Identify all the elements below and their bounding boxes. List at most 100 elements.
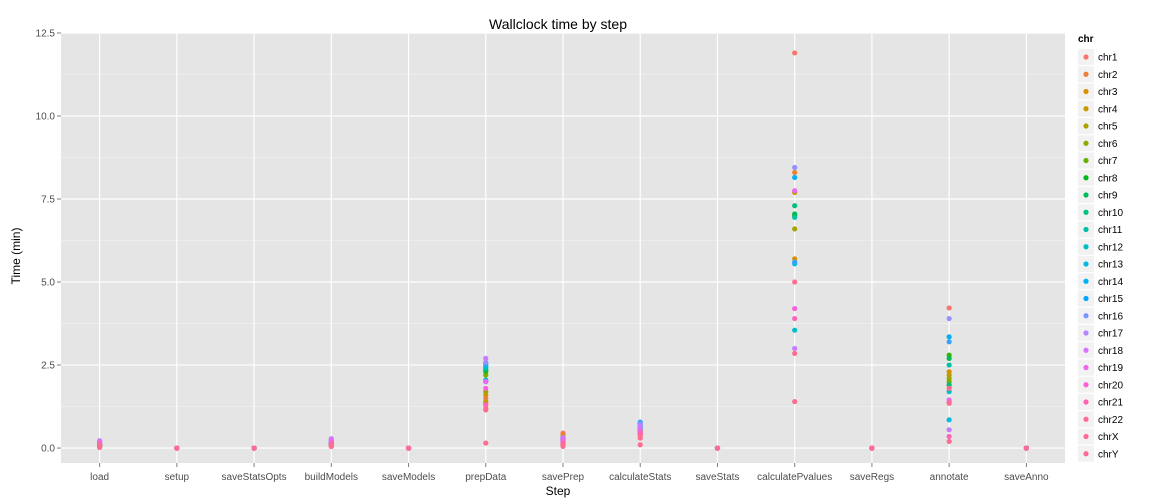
- data-point: [946, 433, 952, 440]
- legend-label: chrY: [1098, 449, 1119, 460]
- data-point: [792, 305, 798, 312]
- data-point: [328, 443, 334, 449]
- legend-label: chr3: [1098, 87, 1118, 98]
- y-tick-label: 5.0: [41, 278, 55, 289]
- x-axis: load setup saveStatsOpts buildModels saveMod…: [90, 463, 1049, 483]
- x-tick-label: prepData: [465, 472, 507, 483]
- data-point: [946, 427, 952, 433]
- legend-label: chr7: [1098, 156, 1118, 167]
- legend-label: chr8: [1098, 173, 1118, 184]
- x-tick-label: saveModels: [382, 472, 435, 483]
- data-point: [946, 339, 952, 345]
- legend-marker: [1083, 261, 1089, 267]
- legend-marker: [1083, 330, 1089, 336]
- legend-label: chr1: [1098, 53, 1118, 64]
- legend-marker: [1083, 244, 1089, 250]
- x-tick-label: annotate: [930, 472, 969, 483]
- data-point: [560, 443, 566, 449]
- data-point: [1023, 445, 1029, 451]
- legend-label: chr5: [1098, 122, 1118, 133]
- data-point: [792, 327, 798, 333]
- data-point: [483, 379, 489, 385]
- chart-title: Wallclock time by step: [489, 16, 627, 32]
- gridlines: [61, 32, 1065, 463]
- y-tick-label: 0.0: [41, 444, 55, 455]
- legend-marker: [1083, 54, 1089, 60]
- data-point: [483, 385, 489, 391]
- x-tick-label: saveAnno: [1004, 472, 1049, 483]
- legend-marker: [1083, 157, 1089, 164]
- data-point: [97, 444, 103, 450]
- legend-marker: [1083, 416, 1089, 422]
- data-point: [792, 203, 798, 209]
- legend-label: chr20: [1098, 380, 1123, 391]
- data-point: [483, 359, 489, 365]
- data-point: [405, 445, 412, 451]
- legend-marker: [1083, 313, 1089, 319]
- legend-label: chrX: [1098, 432, 1119, 443]
- legend: chr chr1 chr2 chr3 chr4 chr5 chr6 chr7 chr8 chr9…: [1078, 34, 1123, 462]
- legend-label: chr17: [1098, 329, 1123, 340]
- data-point: [792, 279, 798, 285]
- data-point: [946, 400, 952, 406]
- legend-marker: [1083, 71, 1089, 77]
- data-point: [946, 305, 952, 311]
- data-point: [792, 398, 798, 405]
- data-point: [792, 214, 798, 220]
- data-point: [792, 315, 798, 322]
- x-axis-title: Step: [546, 484, 571, 498]
- legend-label: chr13: [1098, 260, 1123, 271]
- legend-marker: [1083, 123, 1089, 129]
- legend-marker: [1083, 278, 1089, 284]
- data-point: [792, 188, 798, 194]
- legend-title: chr: [1078, 34, 1094, 45]
- legend-label: chr22: [1098, 415, 1123, 426]
- data-point: [792, 226, 798, 232]
- x-tick-label: calculateStats: [609, 472, 671, 483]
- data-point: [174, 445, 180, 451]
- legend-label: chr16: [1098, 311, 1123, 322]
- legend-marker: [1083, 347, 1089, 353]
- legend-marker: [1083, 226, 1089, 233]
- legend-marker: [1083, 175, 1089, 181]
- x-tick-label: buildModels: [305, 472, 358, 483]
- data-point: [946, 334, 952, 340]
- legend-label: chr10: [1098, 208, 1123, 219]
- data-point: [946, 315, 952, 322]
- legend-label: chr6: [1098, 139, 1118, 150]
- y-tick-label: 12.5: [36, 29, 56, 40]
- y-tick-label: 10.0: [36, 112, 56, 123]
- data-point: [792, 345, 798, 352]
- legend-marker: [1083, 140, 1089, 146]
- legend-label: chr15: [1098, 294, 1123, 305]
- data-point: [792, 164, 798, 171]
- data-point: [946, 385, 952, 391]
- legend-label: chr2: [1098, 70, 1118, 81]
- data-point: [946, 355, 952, 362]
- legend-label: chr21: [1098, 398, 1123, 409]
- data-points: [97, 50, 1029, 451]
- legend-marker: [1083, 399, 1089, 405]
- data-point: [483, 407, 489, 413]
- y-axis-title: Time (min): [9, 228, 23, 285]
- y-axis: 0.0 2.5 5.0 7.5 10.0 12.5: [36, 29, 61, 455]
- x-tick-label: load: [90, 472, 109, 483]
- data-point: [792, 174, 798, 181]
- x-tick-label: setup: [165, 472, 190, 483]
- x-tick-label: calculatePvalues: [757, 472, 832, 483]
- x-tick-label: saveStats: [696, 472, 740, 483]
- legend-marker: [1083, 364, 1089, 371]
- data-point: [637, 442, 643, 448]
- legend-label: chr12: [1098, 242, 1123, 253]
- legend-marker: [1083, 433, 1089, 440]
- legend-label: chr18: [1098, 346, 1123, 357]
- data-point: [251, 445, 257, 451]
- x-tick-label: saveRegs: [850, 472, 894, 483]
- legend-marker: [1083, 209, 1089, 215]
- data-point: [792, 259, 798, 265]
- data-point: [946, 362, 952, 368]
- data-point: [483, 355, 489, 362]
- data-point: [792, 50, 798, 56]
- legend-marker: [1083, 106, 1089, 112]
- data-point: [946, 417, 952, 423]
